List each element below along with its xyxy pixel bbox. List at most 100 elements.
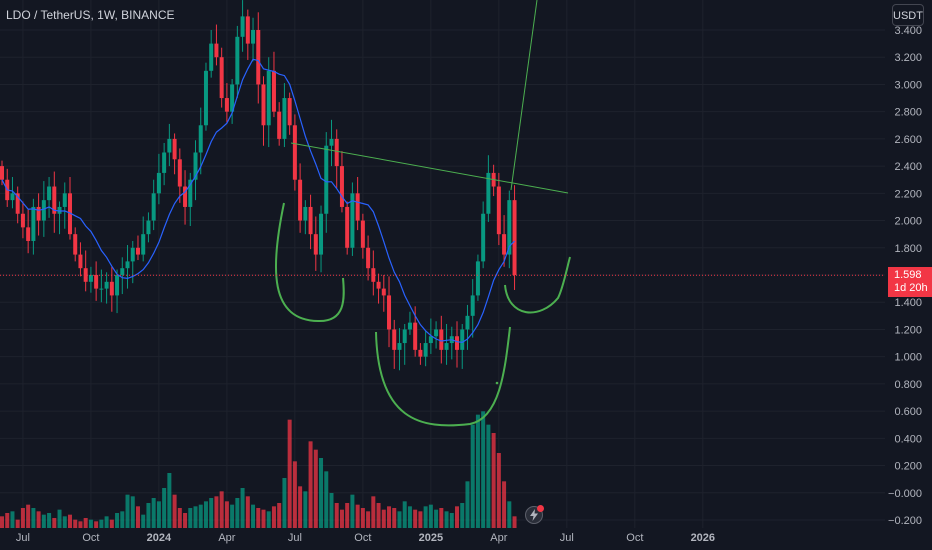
candle-body [475,261,480,296]
volume-bar [261,509,266,528]
candle-body [151,193,156,221]
x-tick-label: Oct [626,532,643,544]
candle-body [198,125,203,153]
volume-bar [141,514,146,528]
candle-body [308,206,313,235]
symbol-title[interactable]: LDO / TetherUS, 1W, BINANCE [6,8,175,22]
candle-body [303,206,308,221]
candle-body [15,193,20,214]
candle-body [486,172,491,214]
candle-body [298,179,303,221]
volume-bar [120,511,125,528]
volume-bar [52,518,57,528]
candle-body [188,179,193,207]
currency-button[interactable]: USDT [892,4,924,26]
volume-bar [151,498,156,528]
candle-body [156,172,161,194]
candle-body [224,98,229,112]
x-tick-label: 2026 [691,532,715,544]
candle-body [99,288,104,290]
volume-bar [26,504,31,528]
candle-body [183,186,188,207]
candle-body [460,329,465,350]
volume-bar [130,496,135,528]
candle-body [146,220,151,235]
volume-bar [67,514,72,528]
volume-bar [507,501,512,528]
x-tick-label: Apr [218,532,235,544]
volume-bar [387,506,392,528]
volume-bar [502,481,507,528]
volume-bar [512,516,517,528]
volume-bar [256,508,261,528]
bar-countdown: 1d 20h [894,282,928,294]
volume-bar [334,503,339,528]
notification-dot [537,505,544,512]
volume-bar [303,491,308,528]
volume-bar [73,519,78,528]
volume-bar [481,411,486,528]
y-tick-label: 3.200 [894,52,922,64]
candlesticks [0,0,517,371]
volume-bar [209,498,214,528]
left-shoulder-arc [274,202,345,323]
candle-body [512,200,517,275]
y-tick-label: 3.000 [894,79,922,91]
y-tick-label: 1.400 [894,297,922,309]
candle-body [162,152,167,173]
y-tick-label: 1.000 [894,352,922,364]
candle-body [36,206,41,221]
volume-bar [350,494,355,528]
volume-bar [240,488,245,528]
candle-body [271,70,276,112]
volume-bar [298,486,303,528]
y-tick-label: 2.800 [894,107,922,119]
volume-bar [224,501,229,528]
volume-bar [434,509,439,528]
candle-body [115,275,120,296]
right-shoulder-arc [504,256,571,314]
candle-body [282,98,287,139]
volume-bar [381,509,386,528]
volume-bar [486,424,491,528]
candle-body [177,159,182,187]
candle-body [109,281,114,296]
volume-bar [188,508,193,528]
volume-bar [115,513,120,528]
candle-body [230,84,235,112]
candle-body [496,186,501,235]
y-tick-label: 1.800 [894,243,922,255]
candle-body [256,30,261,85]
candle-body [423,343,428,357]
candle-body [41,200,46,221]
volume-bar [266,511,271,528]
candle-body [141,234,146,255]
volume-bar [230,504,235,528]
candle-body [444,343,449,350]
volume-bar [203,501,208,528]
volume-bar [172,494,177,528]
candle-body [251,30,256,44]
candle-body [277,111,282,139]
candle-body [26,227,31,241]
volume-bar [156,501,161,528]
candle-body [47,186,52,201]
candle-body [470,295,475,316]
volume-bar [470,424,475,528]
volume-bars [0,411,517,528]
volume-bar [104,516,109,528]
volume-bar [292,461,297,528]
volume-bar [5,513,10,528]
lightning-icon[interactable] [525,505,544,524]
volume-bar [475,414,480,528]
candle-body [240,16,245,37]
candle-body [120,268,125,275]
y-tick-label: 0.400 [894,433,922,445]
volume-bar [418,511,423,528]
volume-bar [235,498,240,528]
candle-body [10,193,15,201]
y-tick-label: 2.400 [894,161,922,173]
volume-bar [491,433,496,528]
volume-bar [413,509,418,528]
